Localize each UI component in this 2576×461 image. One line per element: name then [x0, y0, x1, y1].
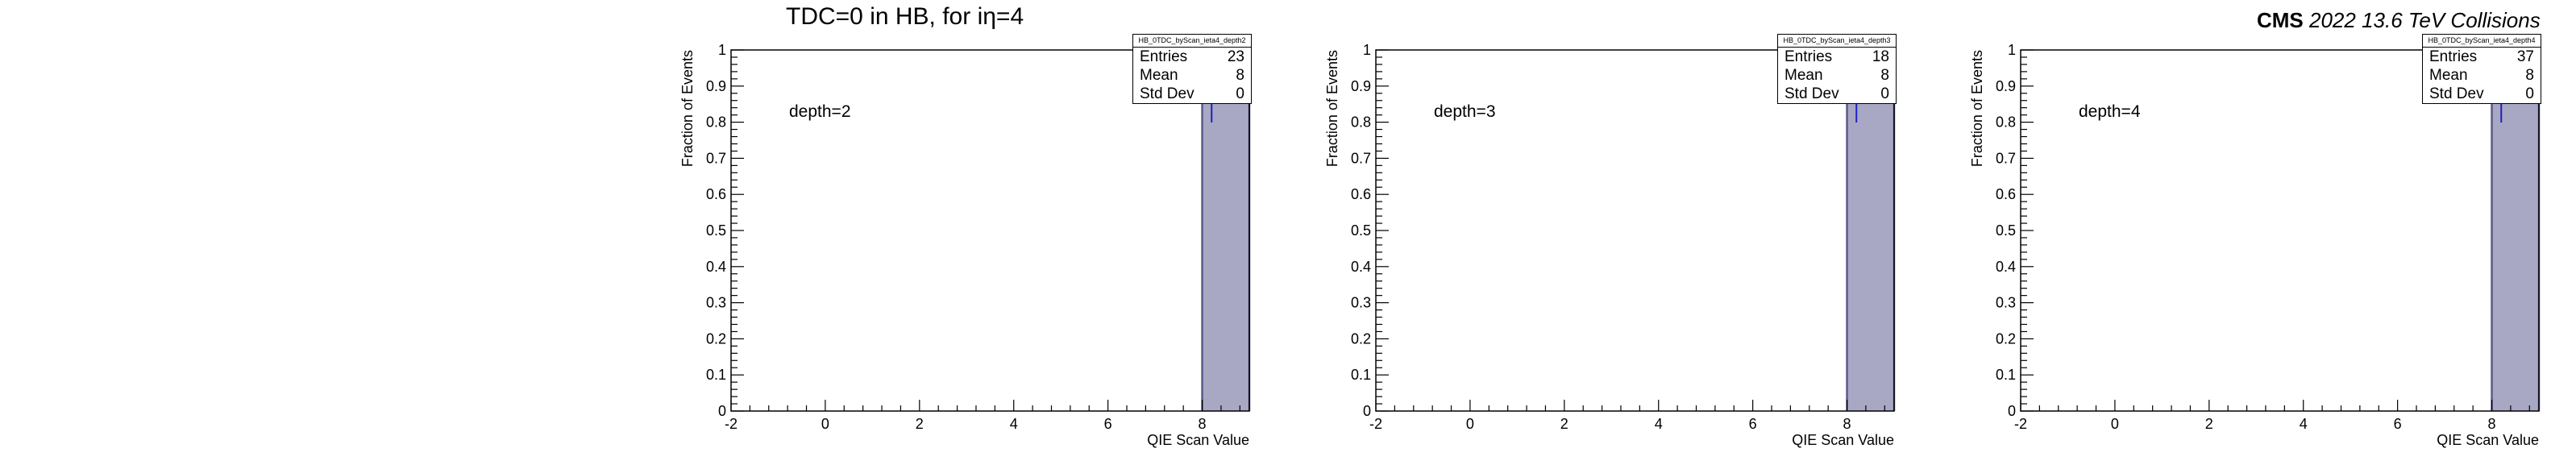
y-tick-label: 0.6 — [1351, 186, 1371, 202]
y-tick-label: 0.4 — [1996, 259, 2016, 275]
y-tick-label: 0.4 — [706, 259, 726, 275]
y-tick-label: 0.8 — [1996, 114, 2016, 131]
y-tick-label: 0.2 — [706, 330, 726, 347]
stats-entries-value: 37 — [2516, 48, 2534, 65]
stats-mean-value: 8 — [1236, 67, 1244, 84]
cms-experiment-label: CMS — [2257, 8, 2304, 32]
stats-mean-value: 8 — [1880, 67, 1889, 84]
y-axis-label: Fraction of Events — [1324, 50, 1340, 167]
histogram-bar — [1202, 50, 1249, 411]
y-tick-label: 0.4 — [1351, 259, 1371, 275]
title-prefix: TDC=0 in HB, for i — [786, 3, 983, 30]
y-tick-label: 1 — [1363, 42, 1371, 58]
x-tick-label: 2 — [1560, 416, 1568, 432]
x-axis-label: QIE Scan Value — [1792, 432, 1894, 448]
y-tick-label: 0.9 — [706, 78, 726, 94]
y-tick-label: 0.6 — [1996, 186, 2016, 202]
histogram-bar — [2491, 50, 2539, 411]
x-tick-label: 0 — [2111, 416, 2119, 432]
stats-entries-value: 23 — [1227, 48, 1244, 65]
stats-hist-name: HB_0TDC_byScan_ieta4_depth2 — [1133, 35, 1251, 48]
stats-entries-label: Entries — [2429, 48, 2478, 65]
x-tick-label: 2 — [2205, 416, 2213, 432]
x-tick-label: 0 — [1466, 416, 1474, 432]
stats-std-label: Std Dev — [1140, 85, 1195, 102]
x-tick-label: 6 — [1749, 416, 1757, 432]
y-tick-label: 0.3 — [706, 295, 726, 311]
cms-run-detail: 2022 13.6 TeV Collisions — [2309, 8, 2541, 32]
y-tick-label: 0.3 — [1351, 295, 1371, 311]
stats-mean-label: Mean — [2429, 67, 2468, 84]
x-tick-label: 8 — [2488, 416, 2496, 432]
y-axis-label: Fraction of Events — [679, 50, 696, 167]
depth-annotation: depth=3 — [1434, 102, 1496, 121]
stats-std-label: Std Dev — [1785, 85, 1839, 102]
x-tick-label: 6 — [2394, 416, 2402, 432]
x-tick-label: 8 — [1843, 416, 1851, 432]
y-tick-label: 0.2 — [1351, 330, 1371, 347]
y-tick-label: 0.1 — [1996, 367, 2016, 383]
stats-box-3: HB_0TDC_byScan_ieta4_depth4 Entries 37 Me… — [2422, 34, 2541, 104]
x-axis-label: QIE Scan Value — [2437, 432, 2539, 448]
y-tick-label: 0.5 — [1351, 222, 1371, 239]
stats-entries-value: 18 — [1872, 48, 1889, 65]
histogram-bar — [1847, 50, 1894, 411]
depth-annotation: depth=2 — [789, 102, 851, 121]
y-tick-label: 0.1 — [706, 367, 726, 383]
x-axis-label: QIE Scan Value — [1147, 432, 1249, 448]
x-tick-label: -2 — [2014, 416, 2027, 432]
y-tick-label: 0.1 — [1351, 367, 1371, 383]
x-tick-label: 4 — [2300, 416, 2308, 432]
x-tick-label: 4 — [1655, 416, 1663, 432]
histogram-panel-2: -2 0 2 4 6 800.10.20.30.40.50.60.70.80.91QIE … — [1324, 42, 1896, 448]
y-tick-label: 0.8 — [1351, 114, 1371, 131]
y-tick-label: 0.9 — [1996, 78, 2016, 94]
x-tick-label: 0 — [821, 416, 829, 432]
stats-box-2: HB_0TDC_byScan_ieta4_depth3 Entries 18 Me… — [1777, 34, 1897, 104]
y-tick-label: 0.3 — [1996, 295, 2016, 311]
stats-entries-label: Entries — [1785, 48, 1833, 65]
stats-hist-name: HB_0TDC_byScan_ieta4_depth4 — [2423, 35, 2541, 48]
stats-mean-label: Mean — [1785, 67, 1823, 84]
depth-annotation: depth=4 — [2079, 102, 2141, 121]
chart-title: TDC=0 in HB, for iη=4 — [786, 3, 1024, 31]
stats-std-label: Std Dev — [2429, 85, 2484, 102]
stats-hist-name: HB_0TDC_byScan_ieta4_depth3 — [1778, 35, 1896, 48]
x-tick-label: 4 — [1010, 416, 1018, 432]
x-tick-label: 2 — [916, 416, 924, 432]
y-tick-label: 1 — [718, 42, 726, 58]
y-tick-label: 0.2 — [1996, 330, 2016, 347]
histogram-panel-1: -2 0 2 4 6 800.10.20.30.40.50.60.70.80.91QIE … — [679, 42, 1251, 448]
stats-entries-label: Entries — [1140, 48, 1188, 65]
y-axis-label: Fraction of Events — [1969, 50, 1985, 167]
stats-std-value: 0 — [1880, 85, 1889, 102]
x-tick-label: -2 — [725, 416, 737, 432]
y-tick-label: 0.5 — [1996, 222, 2016, 239]
y-tick-label: 0.6 — [706, 186, 726, 202]
stats-std-value: 0 — [1236, 85, 1244, 102]
cms-label: CMS 2022 13.6 TeV Collisions — [2257, 8, 2541, 33]
histogram-panel-3: -2 0 2 4 6 800.10.20.30.40.50.60.70.80.91QIE … — [1969, 42, 2541, 448]
x-tick-label: -2 — [1369, 416, 1382, 432]
stats-mean-value: 8 — [2525, 67, 2534, 84]
x-tick-label: 8 — [1199, 416, 1207, 432]
y-tick-label: 0.7 — [1996, 150, 2016, 166]
stats-box-1: HB_0TDC_byScan_ieta4_depth2 Entries 23 Me… — [1132, 34, 1252, 104]
y-tick-label: 0 — [718, 403, 726, 419]
x-tick-label: 6 — [1104, 416, 1112, 432]
y-tick-label: 0 — [2008, 403, 2016, 419]
y-tick-label: 0.8 — [706, 114, 726, 131]
y-tick-label: 0.7 — [706, 150, 726, 166]
y-tick-label: 1 — [2008, 42, 2016, 58]
stats-std-value: 0 — [2525, 85, 2534, 102]
y-tick-label: 0 — [1363, 403, 1371, 419]
y-tick-label: 0.5 — [706, 222, 726, 239]
stats-mean-label: Mean — [1140, 67, 1178, 84]
y-tick-label: 0.7 — [1351, 150, 1371, 166]
title-eta: η=4 — [983, 3, 1024, 30]
y-tick-label: 0.9 — [1351, 78, 1371, 94]
